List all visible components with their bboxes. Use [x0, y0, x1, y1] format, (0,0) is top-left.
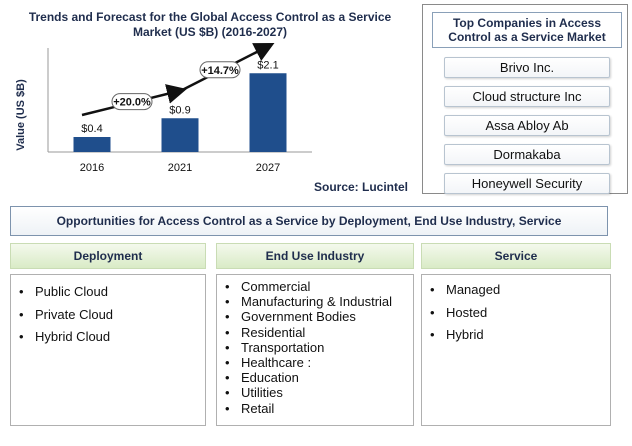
- list-item: Healthcare :: [217, 355, 413, 370]
- service-header: Service: [421, 243, 611, 269]
- end-use-industry-box: Commercial Manufacturing & Industrial Go…: [216, 274, 414, 426]
- company-item: Brivo Inc.: [444, 57, 610, 78]
- list-item: Hybrid: [422, 326, 610, 349]
- x-tick-label-2021: 2021: [168, 162, 192, 174]
- list-item: Manufacturing & Industrial: [217, 294, 413, 309]
- list-item: Retail: [217, 401, 413, 416]
- chart-title-line-2: Market (US $B) (2016-2027): [132, 25, 288, 39]
- data-label-2027: $2.1: [257, 59, 278, 71]
- chart-title-line-1: Trends and Forecast for the Global Acces…: [28, 10, 392, 24]
- list-item: Commercial: [217, 279, 413, 294]
- deployment-box: Public Cloud Private Cloud Hybrid Cloud: [10, 274, 206, 426]
- bar-2021: [161, 118, 199, 152]
- company-item: Cloud structure Inc: [444, 86, 610, 107]
- bar-chart: Value (US $B) $0.4 2016 $0.9 2021 $2.1 2027 +20…: [15, 42, 312, 174]
- x-tick-label-2027: 2027: [256, 162, 280, 174]
- list-item: Government Bodies: [217, 309, 413, 324]
- bar-2016: [73, 137, 111, 152]
- data-label-2016: $0.4: [81, 123, 102, 135]
- bar-2027: [249, 73, 287, 152]
- growth-badge: [199, 61, 241, 79]
- growth-label: +14.7%: [201, 65, 239, 77]
- service-box: Managed Hosted Hybrid: [421, 274, 611, 426]
- list-item: Hybrid Cloud: [11, 328, 205, 351]
- data-label-2021: $0.9: [169, 104, 190, 116]
- end-use-industry-header: End Use Industry: [216, 243, 414, 269]
- company-item: Dormakaba: [444, 144, 610, 165]
- list-item: Education: [217, 370, 413, 385]
- deployment-header: Deployment: [10, 243, 206, 269]
- list-item: Transportation: [217, 340, 413, 355]
- growth-badge: [111, 93, 153, 111]
- list-item: Public Cloud: [11, 283, 205, 306]
- company-item: Honeywell Security: [444, 173, 610, 194]
- list-item: Utilities: [217, 385, 413, 400]
- list-item: Private Cloud: [11, 306, 205, 329]
- chart-title: Trends and Forecast for the Global Acces…: [10, 10, 410, 40]
- list-item: Hosted: [422, 304, 610, 327]
- source-label: Source: Lucintel: [313, 180, 408, 194]
- list-item: Managed: [422, 281, 610, 304]
- top-companies-header: Top Companies in Access Control as a Ser…: [432, 12, 622, 48]
- company-item: Assa Abloy Ab: [444, 115, 610, 136]
- x-tick-label-2016: 2016: [80, 162, 104, 174]
- opportunities-banner: Opportunities for Access Control as a Se…: [10, 206, 608, 236]
- growth-label: +20.0%: [113, 97, 151, 109]
- list-item: Residential: [217, 325, 413, 340]
- y-axis-label: Value (US $B): [15, 79, 27, 151]
